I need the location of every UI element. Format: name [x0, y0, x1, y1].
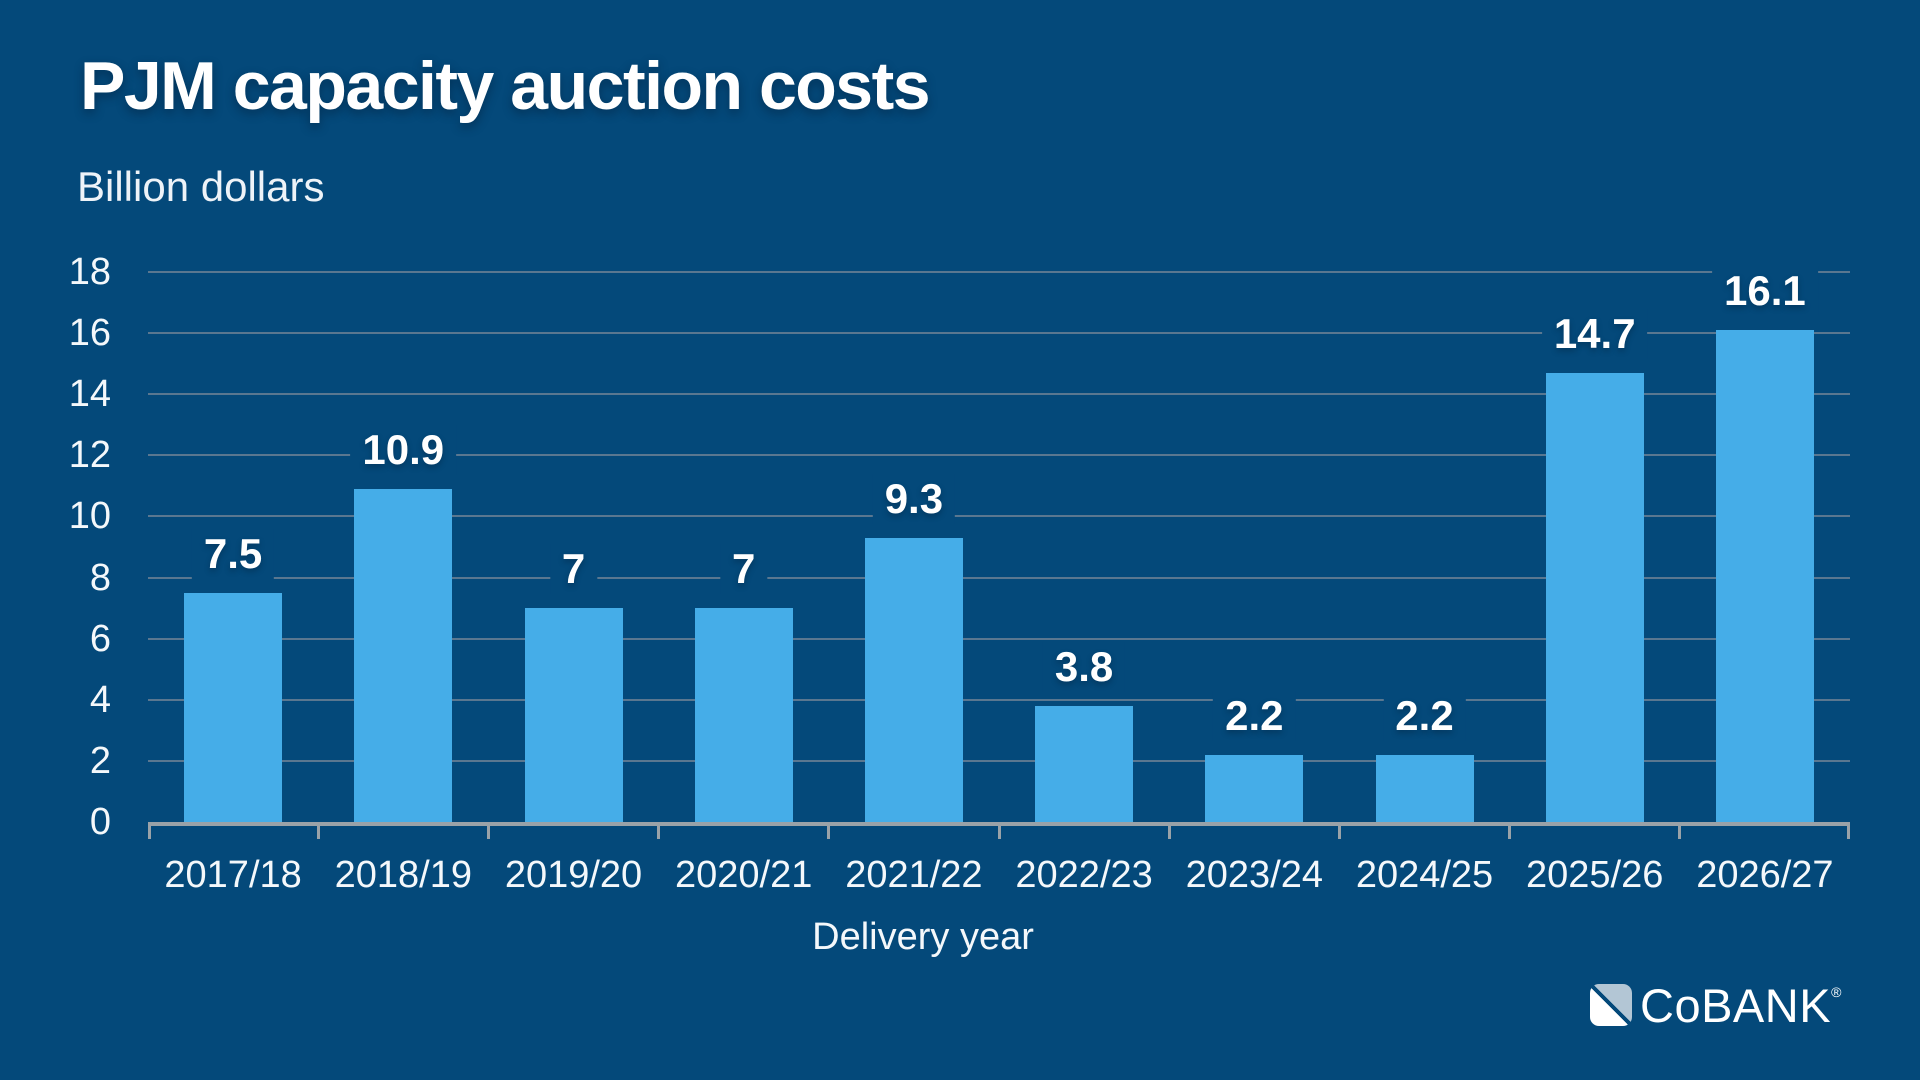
y-axis-tick-label: 18 [68, 251, 111, 293]
y-axis-tick-label: 8 [89, 556, 111, 599]
x-axis-tick [1847, 826, 1850, 839]
x-axis-line [148, 822, 1850, 826]
x-axis-tick-label: 2021/22 [845, 854, 983, 896]
bar-value-label: 2.2 [1383, 690, 1466, 741]
y-axis-tick-label: 16 [68, 312, 111, 355]
x-axis-tick [657, 826, 661, 839]
gridline [148, 515, 1850, 518]
bar [184, 592, 283, 822]
x-axis-tick-label: 2019/20 [504, 854, 643, 896]
bar-value-label: 16.1 [1712, 266, 1818, 317]
x-axis-tick [148, 826, 151, 839]
chart-subtitle: Billion dollars [77, 163, 325, 210]
bar-value-label: 9.3 [872, 473, 956, 524]
bar-value-label: 7 [720, 544, 768, 595]
bar-value-label: 10.9 [350, 424, 457, 475]
bar [694, 608, 793, 822]
bar-value-label: 2.2 [1213, 690, 1296, 741]
x-axis-tick-label: 2017/18 [164, 854, 302, 896]
gridline [148, 759, 1850, 762]
x-axis-title: Delivery year [812, 916, 1034, 958]
cobank-logo: CoBANK ® [1590, 978, 1842, 1032]
registered-trademark: ® [1831, 984, 1842, 1000]
gridline [148, 271, 1850, 273]
bar [1715, 330, 1814, 822]
x-axis-tick-label: 2018/19 [334, 854, 472, 896]
y-axis-tick-label: 12 [68, 434, 111, 477]
y-axis-tick-label: 0 [89, 801, 111, 843]
x-axis-tick-label: 2024/25 [1355, 854, 1494, 896]
bar-value-label: 7 [549, 544, 598, 595]
bar [1035, 705, 1134, 822]
plot-area: 0 2 4 6 8 10 12 14 16 18 7.5 2017/18 10.9 2018/19 7 201… [69, 253, 1850, 894]
x-axis-tick [1167, 826, 1171, 839]
bar [864, 537, 963, 822]
bar [1375, 754, 1474, 822]
gridline [148, 454, 1850, 457]
x-axis-tick [1508, 826, 1512, 839]
gridline [148, 637, 1850, 640]
gridline [148, 332, 1850, 335]
x-axis-tick-label: 2020/21 [675, 854, 813, 896]
x-axis-tick-label: 2025/26 [1526, 854, 1664, 896]
x-axis-tick [827, 826, 831, 839]
gridline [148, 393, 1850, 396]
x-axis-tick [1678, 826, 1682, 839]
bar-value-label: 7.5 [191, 528, 275, 579]
gridline [148, 698, 1850, 701]
bar [1545, 372, 1644, 822]
x-axis-tick-label: 2022/23 [1015, 854, 1153, 896]
bar [354, 488, 453, 822]
bar [1205, 754, 1304, 822]
x-axis-tick [486, 826, 490, 839]
y-axis-tick-label: 14 [68, 373, 111, 416]
bar-value-label: 14.7 [1541, 308, 1648, 359]
x-axis-tick-label: 2023/24 [1185, 854, 1323, 896]
cobank-logo-text: CoBANK [1640, 978, 1832, 1032]
x-axis-tick [997, 826, 1001, 839]
y-axis-tick-label: 10 [68, 495, 111, 538]
chart-title: PJM capacity auction costs [80, 48, 931, 124]
gridline [148, 576, 1850, 579]
x-axis-tick [1337, 826, 1341, 839]
cobank-logo-mark-icon [1590, 984, 1632, 1026]
bar [524, 608, 623, 822]
y-axis-tick-label: 6 [89, 617, 111, 660]
y-axis-tick-label: 4 [89, 678, 111, 721]
y-axis-tick-label: 2 [89, 739, 111, 782]
x-axis-tick-label: 2026/27 [1696, 854, 1834, 896]
x-axis-tick [316, 826, 320, 839]
bar-value-label: 3.8 [1042, 641, 1126, 692]
